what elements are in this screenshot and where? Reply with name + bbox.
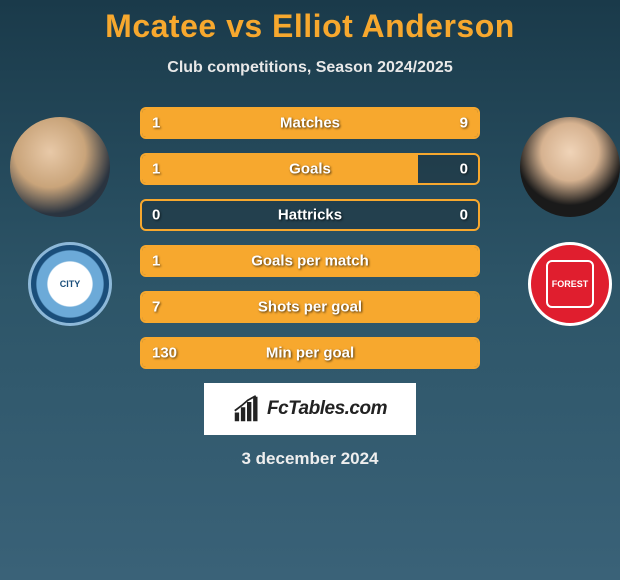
bar-left-fill <box>142 155 418 183</box>
stat-left-value: 7 <box>152 299 160 316</box>
stat-left-value: 1 <box>152 253 160 270</box>
stat-left-value: 130 <box>152 345 177 362</box>
chart-icon <box>233 395 261 423</box>
stat-right-value: 9 <box>460 115 468 132</box>
stat-label: Min per goal <box>266 345 354 362</box>
club-left-logo: CITY <box>28 242 112 326</box>
club-left-short: CITY <box>60 279 81 289</box>
stat-left-value: 1 <box>152 161 160 178</box>
stat-label: Shots per goal <box>258 299 362 316</box>
stat-row: 130 Min per goal <box>140 337 480 369</box>
stat-label: Matches <box>280 115 340 132</box>
stat-label: Goals <box>289 161 331 178</box>
page-title: Mcatee vs Elliot Anderson <box>0 0 620 45</box>
date-text: 3 december 2024 <box>10 449 610 469</box>
stat-row: 1 Goals per match <box>140 245 480 277</box>
club-right-short: FOREST <box>552 279 589 289</box>
player-right-avatar <box>520 117 620 217</box>
stat-row: 7 Shots per goal <box>140 291 480 323</box>
stat-row: 1 0 Goals <box>140 153 480 185</box>
stat-right-value: 0 <box>460 161 468 178</box>
subtitle: Club competitions, Season 2024/2025 <box>0 59 620 77</box>
brand-badge: FcTables.com <box>204 383 416 435</box>
stat-left-value: 0 <box>152 207 160 224</box>
stat-row: 0 0 Hattricks <box>140 199 480 231</box>
stat-left-value: 1 <box>152 115 160 132</box>
stat-bars: 1 9 Matches 1 0 Goals 0 0 Hattricks 1 Goals per ma… <box>140 107 480 369</box>
player-left-avatar <box>10 117 110 217</box>
comparison-panel: CITY FOREST 19Matches10Goals00Hattricks1… <box>0 107 620 469</box>
stat-label: Hattricks <box>278 207 342 224</box>
brand-text: FcTables.com <box>267 398 387 420</box>
stat-label: Goals per match <box>251 253 369 270</box>
club-right-logo: FOREST <box>528 242 612 326</box>
stat-right-value: 0 <box>460 207 468 224</box>
stat-row: 1 9 Matches <box>140 107 480 139</box>
